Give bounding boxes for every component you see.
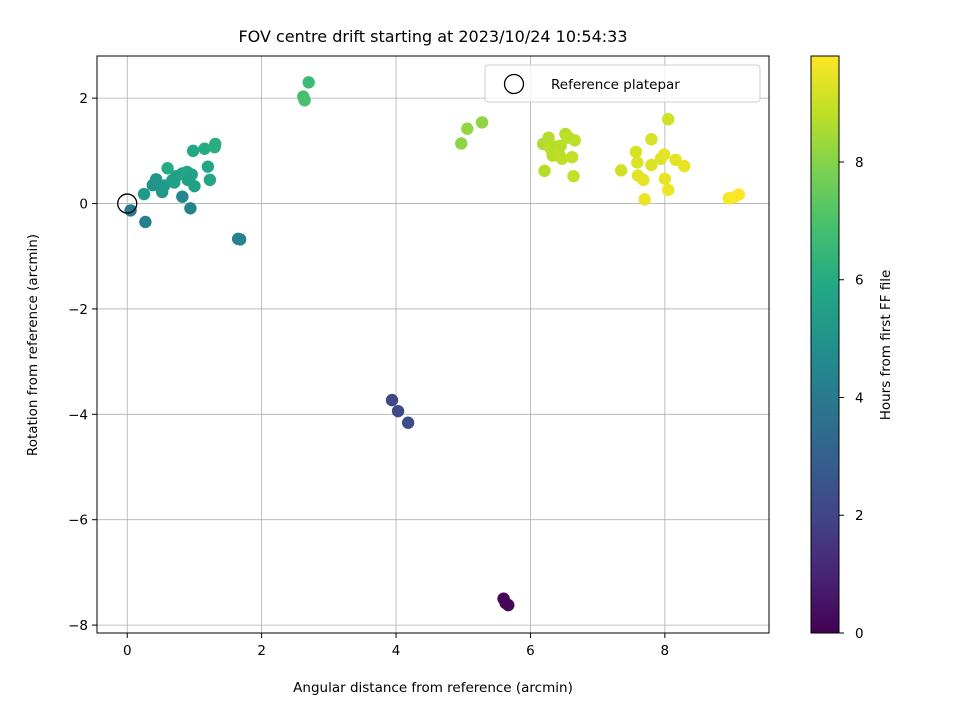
data-point [657,148,671,161]
colorbar-tick-label: 6 [855,273,864,289]
y-tick-label: −4 [68,407,88,423]
data-point [538,164,551,178]
x-tick-label: 8 [661,643,670,659]
data-point [186,144,200,158]
colorbar-gradient [810,55,840,634]
colorbar-label: Hours from first FF file [878,270,894,421]
data-point [565,150,579,164]
data-point [161,162,174,175]
y-axis-ticks: 2 0 −2 −4 −6 −8 [68,91,97,634]
data-point [732,188,745,201]
data-point [662,113,675,126]
data-point [298,94,311,107]
reference-marker-layer [117,193,138,214]
colorbar-tick-label: 4 [855,390,864,406]
x-axis-ticks: 0 2 4 6 8 [123,633,669,659]
data-point [198,142,211,155]
data-point [631,156,644,169]
data-point [176,190,189,203]
x-axis-label: Angular distance from reference (arcmin) [293,680,573,696]
data-point [137,187,151,201]
y-tick-label: 0 [79,197,88,213]
legend: Reference platepar [484,64,761,103]
x-tick-label: 6 [526,643,535,659]
data-point [678,159,691,173]
y-tick-label: 2 [79,91,88,107]
data-point [658,172,672,185]
data-point [201,160,215,173]
data-point [401,416,415,429]
data-point [461,122,474,135]
data-point [302,76,315,89]
chart-title: FOV centre drift starting at 2023/10/24 … [238,27,627,46]
colorbar-tick-label: 8 [855,155,864,171]
data-point [139,215,152,229]
data-point [233,233,247,246]
data-point [455,137,468,150]
colorbar-tick-label: 0 [855,626,864,642]
colorbar-tick-label: 2 [855,508,864,524]
y-tick-label: −8 [68,618,88,634]
colorbar: 0 2 4 6 8 Hours from first FF file [810,55,894,642]
data-point [614,164,628,177]
data-point [203,173,217,187]
x-tick-label: 0 [123,643,132,659]
data-point [209,137,222,151]
data-point [638,193,651,206]
data-point [124,204,137,217]
data-point [181,173,194,187]
data-point [391,404,405,418]
data-point [554,139,567,152]
legend-box [484,64,761,103]
legend-marker-icon [503,73,525,95]
data-point [502,598,515,612]
colorbar-ticks: 0 2 4 6 8 [839,155,864,642]
x-tick-label: 2 [257,643,266,659]
data-point [542,131,555,144]
data-point [662,183,675,197]
data-point [555,152,569,165]
data-points [124,76,745,612]
y-axis-label: Rotation from reference (arcmin) [25,234,41,456]
grid-lines [97,56,769,633]
data-point [645,133,658,146]
x-tick-label: 4 [392,643,401,659]
reference-platepar-marker [117,193,138,214]
legend-label: Reference platepar [551,77,680,93]
data-point [669,153,682,167]
data-point [645,158,658,172]
data-point [168,176,181,189]
data-point [568,134,581,147]
plot-frame [96,55,770,634]
data-point [184,202,197,215]
data-point [637,173,650,187]
data-point [385,393,399,407]
y-tick-label: −6 [68,513,88,529]
data-point [629,145,643,159]
y-tick-label: −2 [68,302,88,318]
data-point [567,169,580,183]
data-point [475,116,489,129]
